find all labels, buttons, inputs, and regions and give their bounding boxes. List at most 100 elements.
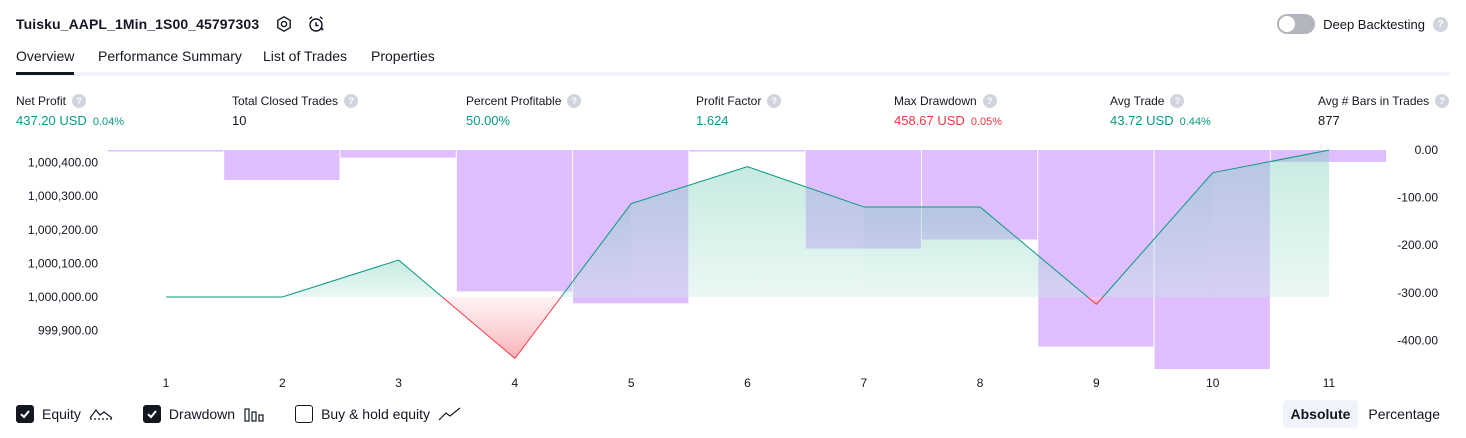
metric-label: Total Closed Trades <box>232 94 339 108</box>
metric-label: Percent Profitable <box>466 94 562 108</box>
left-tick-label: 999,900.00 <box>38 324 98 338</box>
metric-net-profit: Net Profit? 437.20 USD 0.04% <box>16 93 124 128</box>
chart-legend: Equity Drawdown Buy & hold equity <box>16 403 492 425</box>
equity-profit-area <box>747 166 864 297</box>
legend-buy-hold-label: Buy & hold equity <box>321 406 431 422</box>
equity-checkbox[interactable] <box>16 405 34 423</box>
equity-line-segment <box>560 203 632 298</box>
drawdown-checkbox[interactable] <box>142 405 161 423</box>
metric-label: Avg # Bars in Trades <box>1318 94 1430 108</box>
help-icon[interactable]: ? <box>344 94 359 108</box>
metric-label: Avg Trade <box>1110 94 1165 108</box>
metric-value: 43.72 USD <box>1110 113 1174 128</box>
deep-backtesting-toggle[interactable] <box>1277 14 1316 34</box>
equity-drawdown-chart[interactable]: 1,000,400.00 1,000,300.00 1,000,200.00 1,00… <box>0 140 1466 396</box>
left-tick-label: 1,000,100.00 <box>28 256 98 270</box>
metric-value: 877 <box>1318 113 1340 128</box>
help-icon[interactable]: ? <box>767 94 782 108</box>
metric-label: Net Profit <box>16 94 67 108</box>
percentage-button[interactable]: Percentage <box>1368 406 1440 422</box>
left-tick-label: 1,000,000.00 <box>28 290 98 304</box>
metric-avg-bars: Avg # Bars in Trades? 877 <box>1318 93 1450 128</box>
drawdown-bar <box>689 150 805 152</box>
equity-line-segment <box>1212 149 1330 174</box>
buy-hold-checkbox[interactable] <box>295 405 314 423</box>
metric-max-drawdown: Max Drawdown? 458.67 USD 0.05% <box>894 93 1002 128</box>
tab-list-of-trades[interactable]: List of Trades <box>263 48 348 64</box>
bar-chart-icon <box>243 406 265 422</box>
right-tick-label: -300.00 <box>1397 286 1438 300</box>
trend-line-icon <box>438 406 462 422</box>
absolute-button[interactable]: Absolute <box>1282 400 1359 428</box>
right-tick-label: -200.00 <box>1397 238 1438 252</box>
tab-performance-summary[interactable]: Performance Summary <box>98 48 242 64</box>
x-tick-label: 6 <box>744 376 751 390</box>
right-tick-label: -100.00 <box>1397 191 1438 205</box>
x-axis: 1 2 3 4 5 6 7 8 9 10 11 <box>163 376 1336 390</box>
left-tick-label: 1,000,400.00 <box>28 156 98 170</box>
equity-line-segment <box>1087 296 1097 305</box>
help-icon[interactable]: ? <box>982 94 997 108</box>
left-tick-label: 1,000,300.00 <box>28 189 98 203</box>
help-icon[interactable]: ? <box>1170 94 1185 108</box>
x-tick-label: 5 <box>628 376 635 390</box>
drawdown-bar <box>340 150 456 158</box>
metric-value: 458.67 USD <box>894 113 965 128</box>
metric-value: 1.624 <box>696 113 729 128</box>
help-icon[interactable]: ? <box>1435 94 1450 108</box>
deep-backtesting: Deep Backtesting ? <box>1277 12 1448 36</box>
equity-series <box>166 149 1330 359</box>
equity-profit-area <box>631 166 748 297</box>
tab-overview[interactable]: Overview <box>16 48 75 75</box>
left-axis: 1,000,400.00 1,000,300.00 1,000,200.00 1,00… <box>28 156 98 338</box>
equity-line-icon <box>89 406 113 422</box>
metric-value: 437.20 USD <box>16 113 87 128</box>
help-icon[interactable]: ? <box>567 94 582 108</box>
tab-properties[interactable]: Properties <box>371 48 435 64</box>
equity-profit-area <box>980 206 1088 297</box>
value-mode-switch: Absolute Percentage <box>1282 400 1449 428</box>
x-tick-label: 2 <box>279 376 286 390</box>
legend-equity-label: Equity <box>42 406 81 422</box>
equity-line-segment <box>398 259 443 298</box>
deep-backtesting-label: Deep Backtesting <box>1323 16 1425 32</box>
x-tick-label: 9 <box>1093 376 1100 390</box>
drawdown-bar <box>1038 150 1154 347</box>
metric-percent: 0.04% <box>92 116 125 128</box>
right-tick-label: -400.00 <box>1397 333 1438 347</box>
equity-profit-area <box>1212 150 1329 297</box>
legend-equity[interactable]: Equity <box>16 405 113 423</box>
metric-percent: 0.05% <box>970 116 1003 128</box>
metric-value: 50.00% <box>466 113 511 128</box>
metric-avg-trade: Avg Trade? 43.72 USD 0.44% <box>1110 93 1211 128</box>
equity-line-segment <box>282 259 399 298</box>
equity-line-segment <box>1102 172 1214 298</box>
alarm-clock-icon[interactable] <box>306 14 326 34</box>
strategy-title: Tuisku_AAPL_1Min_1S00_45797303 <box>16 16 260 32</box>
report-header: Tuisku_AAPL_1Min_1S00_45797303 <box>16 12 326 36</box>
legend-buy-hold[interactable]: Buy & hold equity <box>295 405 462 423</box>
metric-total-closed-trades: Total Closed Trades? 10 <box>232 93 359 128</box>
metric-label: Max Drawdown <box>894 94 977 108</box>
help-icon[interactable]: ? <box>72 94 87 108</box>
legend-drawdown-label: Drawdown <box>168 406 236 422</box>
equity-line-segment <box>747 166 864 208</box>
metric-percent: 0.44% <box>1179 116 1211 128</box>
gear-icon[interactable] <box>274 14 294 34</box>
help-icon[interactable]: ? <box>1433 16 1448 32</box>
metric-value: 10 <box>232 113 247 128</box>
x-tick-label: 8 <box>977 376 984 390</box>
metric-profit-factor: Profit Factor? 1.624 <box>696 93 782 128</box>
left-tick-label: 1,000,200.00 <box>28 223 98 237</box>
right-axis: 0.00 -100.00 -200.00 -300.00 -400.00 <box>1397 143 1438 347</box>
drawdown-bar <box>224 150 340 180</box>
metric-percent-profitable: Percent Profitable? 50.00% <box>466 93 582 128</box>
x-tick-label: 10 <box>1206 376 1220 390</box>
equity-profit-area <box>1102 172 1213 297</box>
x-tick-label: 4 <box>512 376 519 390</box>
equity-line-segment <box>514 296 562 359</box>
equity-line-segment <box>1096 296 1104 305</box>
report-tabs: Overview Performance Summary List of Tra… <box>16 44 1450 76</box>
legend-drawdown[interactable]: Drawdown <box>142 405 265 423</box>
equity-line-segment <box>631 166 748 205</box>
